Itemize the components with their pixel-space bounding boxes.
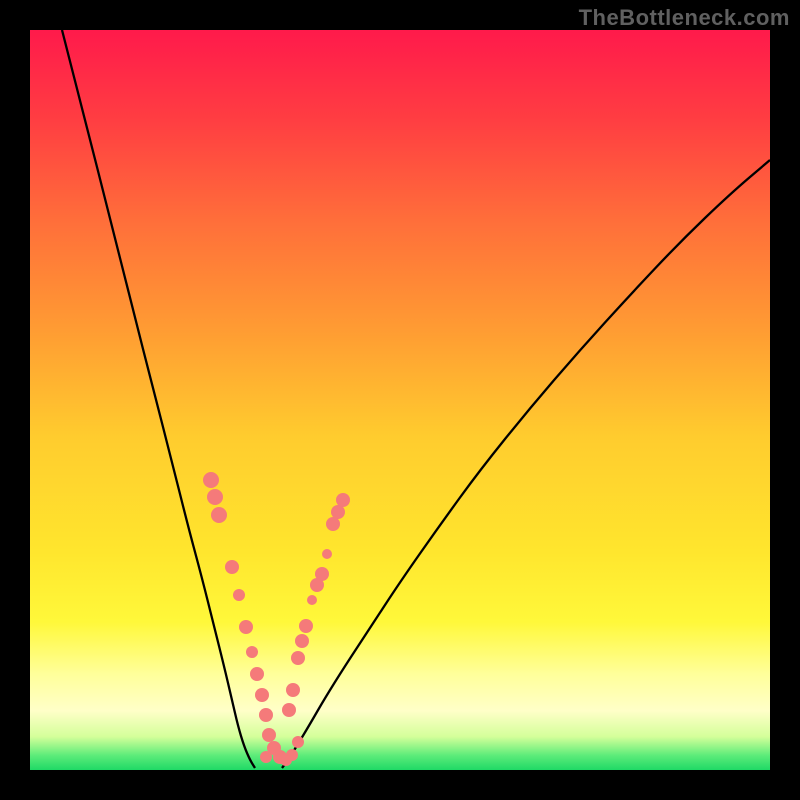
marker-right-7 <box>299 619 313 633</box>
plot-svg <box>30 30 770 770</box>
marker-bottom-8 <box>282 703 296 717</box>
marker-right-8 <box>295 634 309 648</box>
marker-left-5 <box>239 620 253 634</box>
marker-bottom-5 <box>292 736 304 748</box>
marker-bottom-7 <box>286 683 300 697</box>
marker-right-0 <box>336 493 350 507</box>
marker-left-6 <box>246 646 258 658</box>
gradient-background <box>30 30 770 770</box>
marker-left-7 <box>250 667 264 681</box>
marker-left-4 <box>233 589 245 601</box>
marker-left-0 <box>203 472 219 488</box>
chart-container: TheBottleneck.com <box>0 0 800 800</box>
marker-bottom-4 <box>286 749 298 761</box>
marker-right-9 <box>291 651 305 665</box>
marker-right-5 <box>310 578 324 592</box>
marker-right-3 <box>322 549 332 559</box>
watermark-text: TheBottleneck.com <box>579 5 790 31</box>
marker-left-9 <box>259 708 273 722</box>
marker-right-6 <box>307 595 317 605</box>
marker-bottom-0 <box>262 728 276 742</box>
marker-left-8 <box>255 688 269 702</box>
marker-left-3 <box>225 560 239 574</box>
marker-left-2 <box>211 507 227 523</box>
plot-area <box>30 30 770 770</box>
marker-left-1 <box>207 489 223 505</box>
marker-right-1 <box>331 505 345 519</box>
marker-right-2 <box>326 517 340 531</box>
marker-bottom-6 <box>260 751 272 763</box>
